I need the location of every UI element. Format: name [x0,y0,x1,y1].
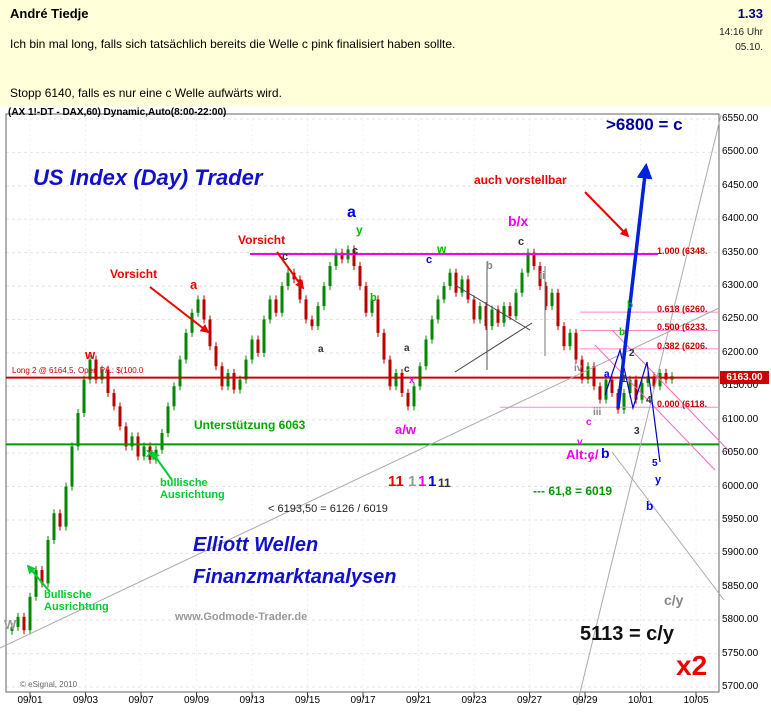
last-price-box: 6163.00 [720,371,769,384]
price-chart: US Index (Day) Trader >6800 = c auch vorst… [0,106,771,715]
post-time: 14:16 Uhr [719,27,763,38]
chart-canvas [0,113,731,706]
post-author: André Tiedje [10,6,89,21]
post-text-2: Stopp 6140, falls es nur eine c Welle au… [10,86,282,100]
chart-title: (AX 1!-DT - DAX,60) Dynamic,Auto(8:00-22… [8,107,227,118]
post-header: André Tiedje 1.33 14:16 Uhr 05.10. Ich b… [0,0,771,106]
post-text-1: Ich bin mal long, falls sich tatsächlich… [10,37,456,51]
post-rating: 1.33 [737,6,763,21]
post-date: 05.10. [735,42,763,53]
